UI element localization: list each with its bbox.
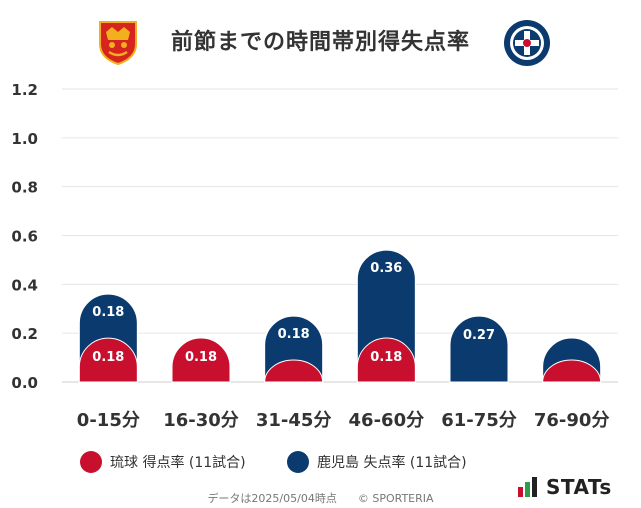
stats-wordmark: STATs <box>546 475 612 499</box>
bar-home <box>356 337 416 383</box>
legend-label-away: 鹿児島 失点率 (11試合) <box>317 455 467 471</box>
bar-label-away: 0.18 <box>278 327 310 342</box>
x-tick-label: 61-75分 <box>441 410 517 431</box>
footer-copyright: © SPORTERIA <box>357 492 434 505</box>
bar-label-away: 0.36 <box>370 261 402 276</box>
kagoshima-crest-icon <box>504 20 550 66</box>
y-tick-label: 1.0 <box>11 130 38 148</box>
bar-away <box>449 315 509 383</box>
chart-title: 前節までの時間帯別得失点率 <box>170 30 470 55</box>
bar-home <box>78 337 138 383</box>
y-tick-label: 0.6 <box>11 228 38 246</box>
legend-item-away: 鹿児島 失点率 (11試合) <box>287 451 467 473</box>
bar-home <box>171 337 231 383</box>
bar-home <box>542 359 602 383</box>
legend-item-home: 琉球 得点率 (11試合) <box>80 451 246 473</box>
footer-date: データは2025/05/04時点 <box>207 492 337 505</box>
y-tick-label: 0.4 <box>11 276 38 294</box>
bars: 0.18 0.18 0.18 0.18 0.18 0.36 0.27 <box>78 249 602 383</box>
y-axis-ticks: 0.0 0.2 0.4 0.6 0.8 1.0 1.2 <box>11 81 38 392</box>
x-tick-label: 46-60分 <box>349 410 425 431</box>
y-tick-label: 0.8 <box>11 179 38 197</box>
bar-label-away: 0.18 <box>92 305 124 320</box>
x-tick-label: 16-30分 <box>163 410 239 431</box>
legend-label-home: 琉球 得点率 (11試合) <box>110 455 246 471</box>
ryukyu-crest-icon <box>99 21 137 66</box>
x-tick-label: 31-45分 <box>256 410 332 431</box>
bar-label-home: 0.18 <box>370 350 402 365</box>
bar-label-home: 0.18 <box>92 350 124 365</box>
legend-swatch-away <box>287 451 309 473</box>
x-tick-label: 76-90分 <box>534 410 610 431</box>
y-tick-label: 0.2 <box>11 325 38 343</box>
footer: データは2025/05/04時点 © SPORTERIA <box>0 490 641 506</box>
x-tick-label: 0-15分 <box>77 410 140 431</box>
y-tick-label: 1.2 <box>11 81 38 99</box>
stats-bars-icon <box>518 477 537 497</box>
bar-label-home: 0.18 <box>185 350 217 365</box>
stats-logo: STATs <box>518 475 612 499</box>
x-axis-ticks: 0-15分 16-30分 31-45分 46-60分 61-75分 76-90分 <box>77 410 610 431</box>
y-tick-label: 0.0 <box>11 374 38 392</box>
chart-area: 0.00.20.40.60.81.01.2 0.180.180.180.180.… <box>11 81 618 431</box>
bar-label-away: 0.27 <box>463 328 495 343</box>
bar-home <box>264 359 324 383</box>
grid-lines <box>62 88 618 383</box>
legend-swatch-home <box>80 451 102 473</box>
